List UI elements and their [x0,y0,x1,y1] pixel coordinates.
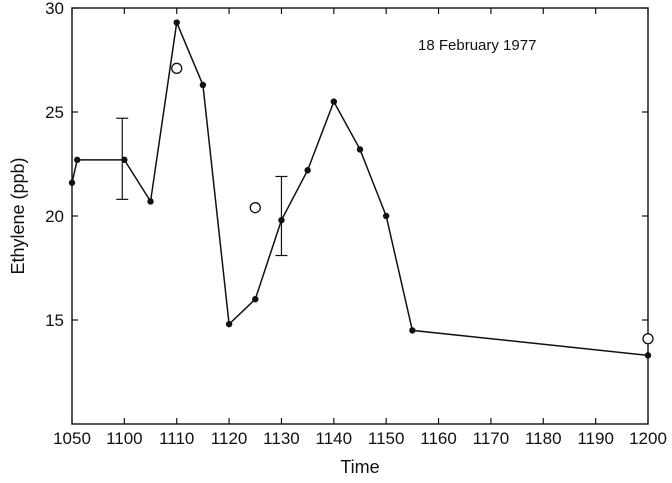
chart-annotation: 18 February 1977 [418,37,536,54]
x-tick-label: 1050 [53,429,91,448]
axis-ticks [71,7,649,424]
data-point [278,216,285,224]
series-line [71,19,649,357]
data-point [199,81,207,89]
x-tick-label: 1200 [629,429,667,448]
x-tick-label: 1180 [525,429,562,448]
data-point [409,327,416,334]
x-tick-label: 1120 [211,429,248,448]
open-circle-point [171,62,183,74]
data-point [382,212,390,220]
plot-frame [71,7,649,425]
y-tick-label: 25 [45,103,64,122]
data-point [644,352,652,359]
x-tick-label: 1110 [159,429,194,448]
data-point [121,156,128,164]
x-axis-title: Time [340,457,379,477]
x-tick-label: 1190 [577,429,614,448]
x-tick-label: 1170 [473,429,510,448]
x-tick-label: 1140 [316,429,353,448]
y-tick-label: 20 [45,207,64,226]
data-point [356,146,364,153]
data-point [304,167,311,174]
axis-tick-labels: 1050 1100 1110 1120 1130 1140 1150 1160 1170 1180… [45,0,667,448]
data-point [74,156,81,164]
y-tick-label: 30 [45,0,64,18]
data-point [252,296,259,303]
x-tick-label: 1160 [420,429,457,448]
data-point [173,19,180,26]
y-axis-title: Ethylene (ppb) [8,157,28,274]
data-points [68,19,654,359]
x-tick-label: 1130 [263,429,300,448]
y-tick-label: 15 [45,311,64,330]
data-point [68,179,76,186]
open-circle-point [249,202,261,214]
data-point [330,98,338,105]
open-circle-point [642,333,654,345]
x-tick-label: 1100 [106,429,143,448]
data-point [147,198,154,205]
x-tick-label: 1150 [368,429,405,448]
data-point [225,320,233,328]
